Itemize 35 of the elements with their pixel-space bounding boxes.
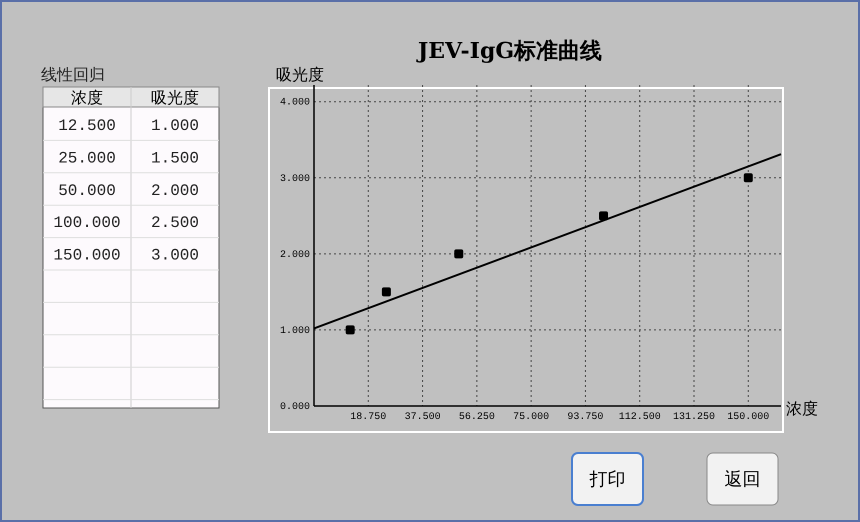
text: 线性回归	[41, 65, 105, 84]
text: 3.000	[150, 246, 200, 265]
text: 100.000	[53, 214, 121, 232]
text: 150.000	[53, 246, 121, 265]
x-axis-title: 浓度	[786, 399, 818, 418]
text: 2.500	[150, 214, 200, 232]
text: 50.000	[58, 182, 116, 200]
y-tick-label: 1.000	[280, 326, 310, 337]
text: 2.000	[150, 182, 200, 200]
x-tick-label: 75.000	[513, 412, 550, 423]
y-tick-label: 3.000	[280, 174, 310, 185]
x-tick-label: 56.250	[458, 412, 495, 423]
y-tick-label: 4.000	[280, 98, 310, 109]
x-tick-label: 131.250	[672, 412, 716, 423]
text: 1.500	[150, 149, 200, 168]
point	[744, 173, 753, 182]
y-tick-label: 0.000	[280, 402, 310, 413]
text: 吸光度	[151, 88, 199, 107]
y-axis-title: 吸光度	[276, 65, 324, 84]
text: 25.000	[58, 149, 116, 168]
text: 1.000	[150, 117, 200, 135]
x-tick-label: 150.000	[727, 412, 770, 423]
text: 浓度	[71, 88, 103, 107]
text: 12.500	[58, 117, 116, 135]
y-tick-label: 2.000	[280, 250, 310, 261]
x-tick-label: 37.500	[404, 412, 441, 423]
point	[346, 325, 355, 334]
point	[382, 287, 391, 296]
x-tick-label: 112.500	[618, 412, 661, 423]
chart-title: JEV-IgG标准曲线	[416, 38, 602, 64]
button: 返回	[706, 452, 778, 506]
x-tick-label: 18.750	[350, 412, 386, 423]
point	[454, 249, 464, 258]
button: 打印	[571, 452, 644, 506]
x-tick-label: 93.750	[567, 412, 604, 423]
